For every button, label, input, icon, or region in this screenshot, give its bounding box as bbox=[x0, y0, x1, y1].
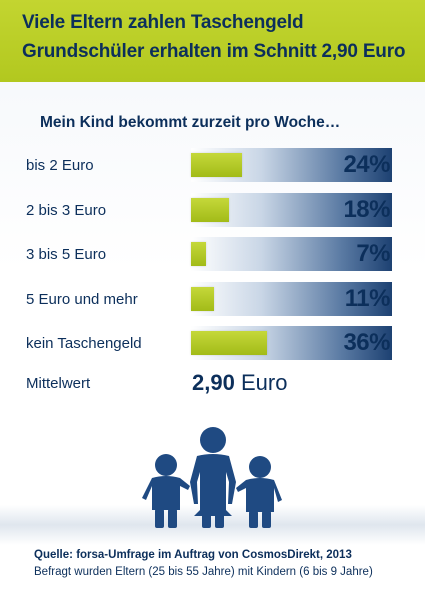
bar bbox=[191, 331, 267, 355]
source-text: forsa-Umfrage im Auftrag von CosmosDirek… bbox=[76, 549, 352, 561]
bar-row: 5 Euro und mehr 11% bbox=[0, 281, 425, 318]
mean-number: 2,90 bbox=[192, 370, 235, 395]
bar-category-label: 3 bis 5 Euro bbox=[26, 246, 107, 263]
bar-track bbox=[191, 237, 392, 271]
bar-value-label: 18% bbox=[343, 195, 390, 223]
bar-track bbox=[191, 281, 392, 316]
source-line: Quelle: forsa-Umfrage im Auftrag von Cos… bbox=[34, 549, 352, 561]
bar-category-label: 5 Euro und mehr bbox=[26, 290, 138, 308]
source-prefix: Quelle: bbox=[34, 549, 73, 561]
bar-row: 2 bis 3 Euro 18% bbox=[0, 192, 425, 229]
title-line-1: Viele Eltern zahlen Taschengeld bbox=[22, 12, 304, 33]
bar bbox=[191, 197, 229, 222]
mean-unit: Euro bbox=[240, 370, 288, 395]
bar bbox=[191, 242, 206, 266]
family-silhouette-icon bbox=[142, 427, 282, 528]
bar-value-label: 7% bbox=[356, 240, 390, 267]
mean-label: Mittelwert bbox=[26, 375, 91, 392]
bar bbox=[191, 153, 242, 177]
chart-subtitle: Mein Kind bekommt zurzeit pro Woche… bbox=[40, 114, 341, 131]
bar-row: bis 2 Euro 24% bbox=[0, 148, 425, 184]
title-line-2: Grundschüler erhalten im Schnitt 2,90 Eu… bbox=[22, 41, 406, 62]
bar-row: kein Taschengeld 36% bbox=[0, 326, 425, 362]
header-banner: Viele Eltern zahlen Taschengeld Grundsch… bbox=[0, 0, 425, 82]
bar-category-label: bis 2 Euro bbox=[26, 157, 94, 174]
mean-value: 2,90 Euro bbox=[192, 370, 287, 396]
bar-value-label: 11% bbox=[344, 284, 391, 312]
bar-value-label: 24% bbox=[343, 151, 390, 178]
bar-category-label: 2 bis 3 Euro bbox=[26, 201, 107, 219]
bar-row: 3 bis 5 Euro 7% bbox=[0, 237, 425, 273]
bar-category-label: kein Taschengeld bbox=[26, 335, 142, 352]
survey-note: Befragt wurden Eltern (25 bis 55 Jahre) … bbox=[34, 566, 373, 578]
bar bbox=[191, 286, 214, 311]
bar-value-label: 36% bbox=[343, 329, 390, 356]
